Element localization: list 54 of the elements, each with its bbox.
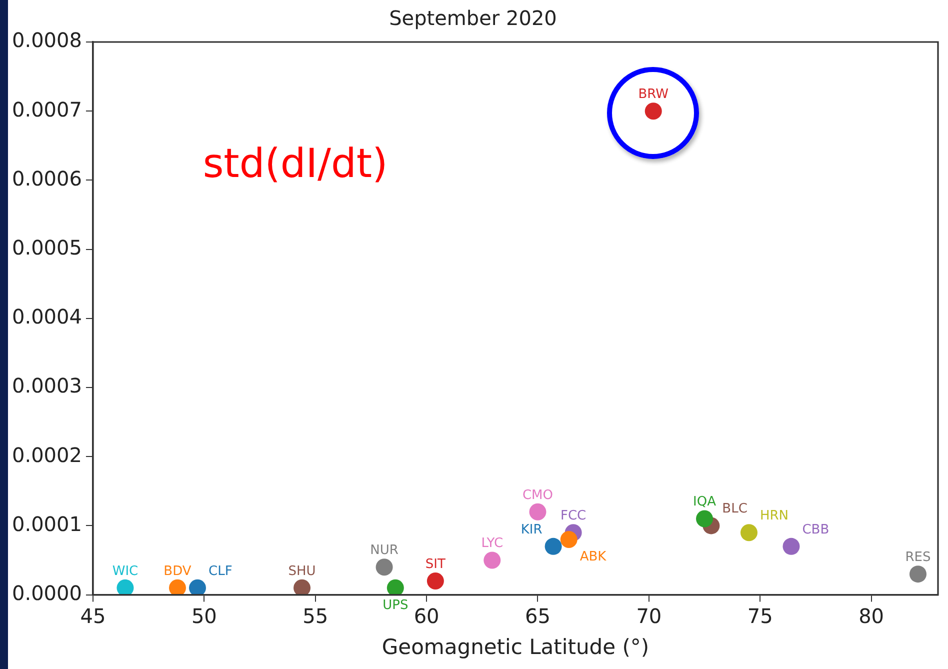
chart-title: September 2020 — [389, 6, 557, 30]
series-label: HRN — [760, 508, 789, 524]
point — [782, 538, 800, 555]
point — [386, 579, 404, 595]
y-tick-label: 0.0004 — [12, 304, 82, 329]
point — [116, 579, 134, 595]
x-tick-label: 55 — [302, 604, 328, 628]
y-tick-label: 0.0000 — [12, 581, 82, 606]
point — [544, 538, 562, 555]
x-tick-label: 45 — [80, 604, 106, 628]
point — [529, 503, 546, 520]
series-label: FCC — [560, 508, 586, 524]
point — [644, 102, 662, 120]
annotation: std(dI/dt) — [202, 140, 388, 187]
series-label: SHU — [288, 564, 316, 579]
point — [696, 510, 714, 528]
series-label: LYC — [481, 536, 504, 552]
series-label: WIC — [112, 564, 138, 579]
x-axis-title: Geomagnetic Latitude (°) — [382, 634, 650, 659]
point — [376, 558, 393, 576]
y-tick-label: 0.0008 — [12, 28, 82, 52]
series-label: CBB — [802, 522, 830, 538]
series-label: SIT — [425, 556, 446, 572]
x-tick-label: 80 — [858, 604, 884, 628]
series-label: KIR — [520, 522, 542, 538]
y-tick-label: 0.0006 — [12, 166, 82, 190]
series-label: IQA — [693, 494, 716, 510]
y-tick-label: 0.0007 — [12, 97, 82, 122]
y-tick-label: 0.0005 — [12, 236, 82, 260]
point — [168, 579, 186, 595]
series-label: NUR — [370, 543, 398, 558]
y-tick-label: 0.0001 — [12, 512, 82, 536]
point — [484, 552, 501, 569]
x-tick-label: 60 — [414, 604, 440, 628]
y-tick-label: 0.0002 — [12, 442, 82, 467]
series-label: RES — [905, 550, 931, 565]
series-label: ABK — [580, 549, 607, 564]
y-tick-label: 0.0003 — [12, 374, 82, 398]
series-label: BLC — [722, 502, 748, 517]
x-tick-label: 70 — [636, 604, 662, 628]
point — [188, 579, 206, 595]
x-tick-label: 75 — [747, 604, 773, 628]
series-label: CMO — [522, 488, 553, 503]
series-label: UPS — [382, 598, 408, 613]
x-tick-label: 65 — [525, 604, 550, 628]
point — [426, 572, 444, 590]
point — [294, 579, 311, 595]
point — [740, 524, 758, 542]
series-label: BDV — [164, 564, 192, 579]
series-label: BRW — [638, 86, 669, 102]
point — [560, 531, 578, 548]
x-tick-label: 50 — [191, 604, 217, 628]
point — [909, 566, 926, 583]
series-label: CLF — [208, 564, 232, 579]
